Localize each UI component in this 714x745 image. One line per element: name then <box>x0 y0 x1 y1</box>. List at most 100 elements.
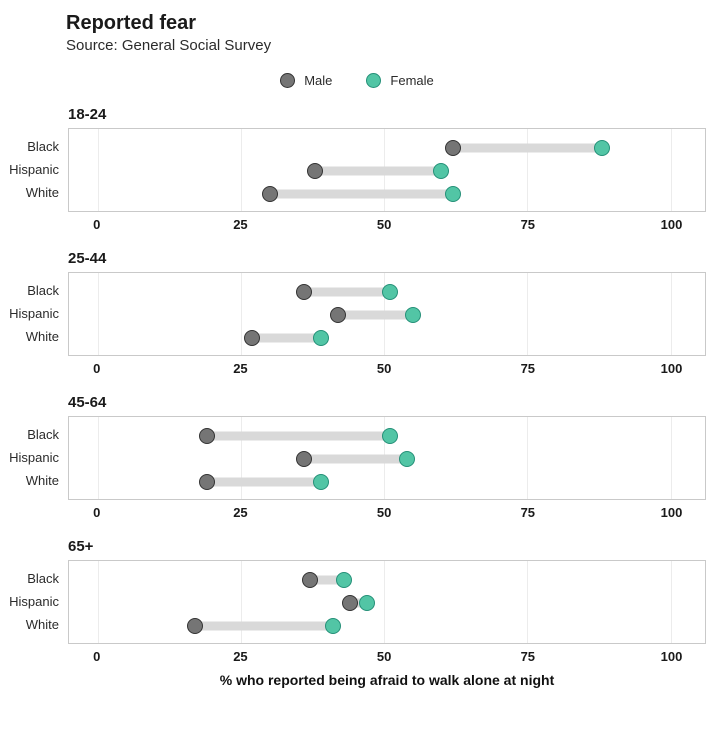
female-dot <box>404 307 421 323</box>
figure: Reported fear Source: General Social Sur… <box>0 12 714 745</box>
gridline <box>527 273 529 355</box>
panel-title: 45-64 <box>68 394 107 411</box>
x-tick-label: 0 <box>93 217 101 232</box>
legend-item-female: Female <box>366 72 434 88</box>
female-dot <box>313 474 330 490</box>
male-dot <box>444 140 461 156</box>
legend: Male Female <box>0 70 714 90</box>
connector-bar <box>206 431 390 441</box>
category-label: Hispanic <box>9 306 59 321</box>
y-axis-labels: Black Hispanic White <box>8 272 68 356</box>
gridline <box>240 417 242 499</box>
category-label: Hispanic <box>9 450 59 465</box>
panel-body: Black Hispanic White <box>8 560 706 644</box>
x-tick-label: 75 <box>520 361 536 376</box>
category-label: Hispanic <box>9 162 59 177</box>
plot-area <box>68 272 706 356</box>
connector-bar <box>309 575 345 585</box>
plot-area <box>68 416 706 500</box>
legend-dot-female <box>366 72 382 88</box>
x-axis-label: % who reported being afraid to walk alon… <box>219 672 555 688</box>
x-axis: 0 25 50 75 100 <box>68 356 706 378</box>
plot-area <box>68 560 706 644</box>
connector-bar <box>315 166 442 176</box>
x-tick-label: 75 <box>520 649 536 664</box>
x-tick-label: 25 <box>233 361 248 376</box>
gridline <box>670 273 672 355</box>
legend-label-male: Male <box>304 72 333 88</box>
connector-bar <box>338 310 413 320</box>
gridline <box>527 129 529 211</box>
connector-bar <box>452 143 602 153</box>
female-dot <box>381 284 398 300</box>
gridline <box>670 129 672 211</box>
gridline <box>97 273 99 355</box>
x-tick-label: 0 <box>93 361 101 376</box>
panel-title: 18-24 <box>68 106 107 123</box>
panel-body: Black Hispanic White <box>8 272 706 356</box>
connector-bar <box>303 287 390 297</box>
gridline <box>670 561 672 643</box>
gridline <box>527 561 529 643</box>
male-dot <box>307 163 324 179</box>
male-dot <box>198 428 215 444</box>
legend-item-male: Male <box>280 72 333 88</box>
category-label: Black <box>27 139 59 154</box>
panel-25-44: 25-44 Black Hispanic White 0 25 50 75 100 <box>8 250 706 378</box>
x-tick-label: 0 <box>93 505 101 520</box>
x-tick-label: 50 <box>376 361 392 376</box>
category-label: Black <box>27 283 59 298</box>
category-label: White <box>25 185 59 200</box>
connector-bar <box>195 621 333 631</box>
male-dot <box>295 451 312 467</box>
x-tick-label: 50 <box>376 505 392 520</box>
male-dot <box>244 330 261 346</box>
female-dot <box>444 186 461 202</box>
y-axis-labels: Black Hispanic White <box>8 128 68 212</box>
chart-subtitle: Source: General Social Survey <box>66 37 272 54</box>
x-tick-label: 75 <box>520 217 536 232</box>
gridline <box>240 129 242 211</box>
female-dot <box>358 595 375 611</box>
male-dot <box>261 186 278 202</box>
gridline <box>527 417 529 499</box>
female-dot <box>593 140 610 156</box>
gridline <box>97 417 99 499</box>
panels: 18-24 Black Hispanic White 0 25 50 75 100 25-44 Bl… <box>0 106 714 666</box>
male-dot <box>295 284 312 300</box>
male-dot <box>330 307 347 323</box>
male-dot <box>187 618 204 634</box>
category-label: White <box>25 473 59 488</box>
x-tick-label: 100 <box>660 361 683 376</box>
x-tick-label: 0 <box>93 649 101 664</box>
panel-65+: 65+ Black Hispanic White 0 25 50 75 100 <box>8 538 706 666</box>
gridline <box>97 561 99 643</box>
panel-title: 65+ <box>68 538 94 555</box>
category-label: White <box>25 617 59 632</box>
x-tick-label: 25 <box>233 505 248 520</box>
legend-dot-male <box>280 72 296 88</box>
connector-bar <box>269 189 453 199</box>
connector-bar <box>206 477 322 487</box>
category-label: Hispanic <box>9 594 59 609</box>
connector-bar <box>252 333 322 343</box>
gridline <box>97 129 99 211</box>
female-dot <box>336 572 353 588</box>
y-axis-labels: Black Hispanic White <box>8 416 68 500</box>
y-axis-labels: Black Hispanic White <box>8 560 68 644</box>
x-axis: 0 25 50 75 100 <box>68 500 706 522</box>
gridline <box>384 561 386 643</box>
male-dot <box>341 595 358 611</box>
x-tick-label: 50 <box>376 649 392 664</box>
panel-body: Black Hispanic White <box>8 128 706 212</box>
panel-body: Black Hispanic White <box>8 416 706 500</box>
female-dot <box>433 163 450 179</box>
connector-bar <box>349 598 367 608</box>
gridline <box>240 561 242 643</box>
x-tick-label: 100 <box>660 217 683 232</box>
panel-title: 25-44 <box>68 250 107 267</box>
category-label: White <box>25 329 59 344</box>
gridline <box>670 417 672 499</box>
chart-title: Reported fear <box>66 12 197 34</box>
category-label: Black <box>27 571 59 586</box>
